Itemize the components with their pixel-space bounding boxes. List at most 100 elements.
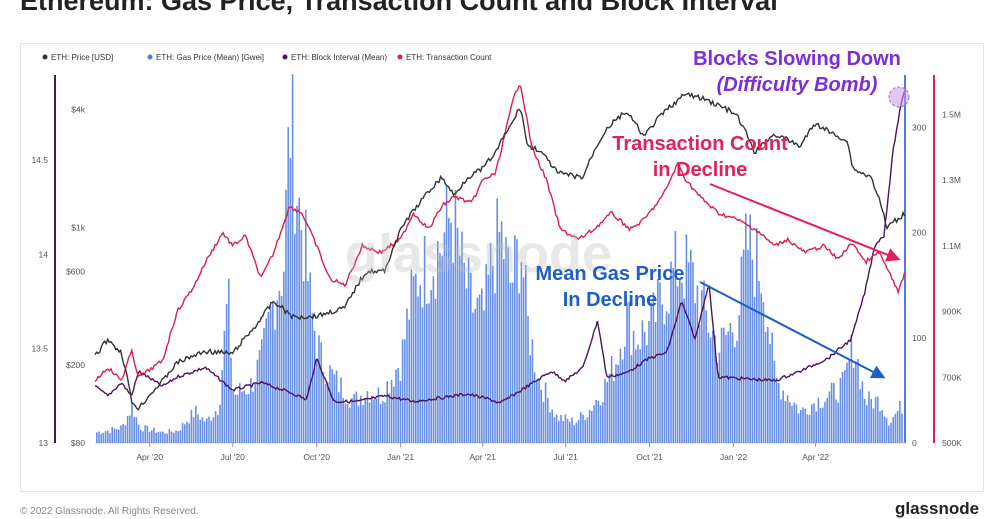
tx-count-tick: 1.1M xyxy=(942,241,961,251)
gas-price-bar xyxy=(665,311,668,443)
gas-price-bar xyxy=(239,383,241,443)
gas-price-bar xyxy=(784,401,787,443)
gas-price-bar xyxy=(520,262,523,443)
gas-price-bar xyxy=(857,359,859,443)
gas-price-bar xyxy=(830,382,833,443)
legend-item: ETH: Gas Price (Mean) [Gwei] xyxy=(156,53,264,62)
gas-price-bar xyxy=(107,430,109,443)
block-interval-tick: 14 xyxy=(39,249,49,259)
gas-price-bar xyxy=(861,381,864,443)
gas-price-bar xyxy=(177,431,179,443)
gas-price-bar xyxy=(868,391,870,443)
price-tick: $1k xyxy=(71,223,85,233)
gas-price-bar xyxy=(536,379,538,443)
gas-price-bar xyxy=(793,402,795,443)
gas-price-bar xyxy=(210,420,212,443)
x-axis: Apr '20 Jul '20 Oct '20 Jan '21 Apr '21 Jul '… xyxy=(95,442,905,462)
gas-price-bar xyxy=(826,398,828,443)
gas-price-bar xyxy=(353,393,355,443)
gas-price-bar xyxy=(470,272,472,443)
gas-price-bar xyxy=(538,378,540,443)
gas-price-bar xyxy=(670,261,672,443)
gas-decline-arrow xyxy=(699,281,886,379)
gas-price-bar xyxy=(232,391,234,443)
gas-price-bar xyxy=(580,412,582,443)
gas-price-bar xyxy=(701,290,703,443)
x-tick-label: Apr '21 xyxy=(469,452,496,462)
gas-price-bar xyxy=(342,398,344,443)
gas-price-bar xyxy=(573,425,575,443)
gas-price-bar xyxy=(712,330,714,443)
gas-price-bar xyxy=(606,382,608,443)
gas-price-bar xyxy=(817,397,820,443)
gas-price-bar xyxy=(617,364,619,443)
gas-price-bar xyxy=(758,281,760,443)
gas-price-bar xyxy=(296,205,298,443)
x-tick-label: Oct '20 xyxy=(303,452,330,462)
annotation-tx-count-line2: in Decline xyxy=(653,159,747,181)
block-interval-tick: 14.5 xyxy=(31,155,48,165)
gas-price-bar xyxy=(214,411,217,443)
gas-price-bar xyxy=(404,339,406,443)
gas-price-bar xyxy=(201,417,204,443)
gas-price-bar xyxy=(608,373,611,443)
gas-price-bar xyxy=(628,301,630,443)
gas-price-bar xyxy=(690,249,692,443)
gas-price-bar xyxy=(327,381,329,443)
gas-price-bar xyxy=(157,431,160,443)
annotation-gas-line2: In Decline xyxy=(563,289,657,311)
gas-price-bar xyxy=(822,407,824,443)
gas-price-bar xyxy=(802,407,804,443)
gas-price-bar xyxy=(824,401,826,443)
gas-price-bar xyxy=(795,404,798,443)
gas-price-bar xyxy=(747,250,749,443)
gas-price-bar xyxy=(564,414,567,443)
gas-price-bar xyxy=(762,302,765,443)
gas-price-bar xyxy=(236,394,239,443)
gas-price-bar xyxy=(597,400,600,443)
gas-price-bar xyxy=(221,370,223,443)
gas-price-bar xyxy=(258,350,261,443)
gas-price-bar xyxy=(604,378,606,443)
gas-price-bar xyxy=(771,332,773,443)
gas-price-bar xyxy=(767,327,769,443)
gas-price-bar xyxy=(775,377,778,443)
gas-price-bar xyxy=(654,322,657,443)
gas-price-bar xyxy=(725,335,727,443)
gas-price-bar xyxy=(888,425,890,443)
gas-price-bar xyxy=(736,340,738,443)
gas-price-bar xyxy=(252,391,254,443)
gas-price-bar xyxy=(159,431,162,443)
gas-tick: 0 xyxy=(912,438,917,448)
gas-price-bar xyxy=(98,431,100,443)
gas-price-bar xyxy=(877,396,879,443)
gas-price-bar xyxy=(566,418,569,443)
gas-price-bar xyxy=(324,384,327,443)
gas-price-bar xyxy=(892,417,894,443)
gas-price-bar xyxy=(305,209,307,443)
gas-price-bar xyxy=(412,276,415,443)
gas-price-bar xyxy=(509,282,512,443)
gas-price-bar xyxy=(703,280,705,443)
gas-price-bar xyxy=(494,293,496,443)
gas-price-bar xyxy=(335,370,338,443)
legend-marker xyxy=(397,54,403,60)
gas-price-bar xyxy=(848,359,850,443)
gas-price-bar xyxy=(250,378,252,443)
gas-price-bar xyxy=(780,399,782,443)
gas-price-bar xyxy=(885,418,888,443)
gas-price-bar xyxy=(661,304,663,443)
gas-price-bar xyxy=(481,288,483,443)
x-tick-label: Apr '20 xyxy=(136,452,163,462)
gas-price-bar xyxy=(377,387,380,443)
gas-price-bar xyxy=(472,312,474,443)
gas-price-bar xyxy=(553,417,556,443)
gas-price-bar xyxy=(115,429,118,443)
gas-price-bar xyxy=(465,288,468,443)
gas-price-bar xyxy=(184,424,186,443)
gas-price-bar xyxy=(351,398,353,443)
gas-price-bar xyxy=(131,403,133,443)
gas-price-bar xyxy=(195,406,197,443)
gas-price-bar xyxy=(421,307,424,443)
copyright-text: © 2022 Glassnode. All Rights Reserved. xyxy=(20,506,199,517)
